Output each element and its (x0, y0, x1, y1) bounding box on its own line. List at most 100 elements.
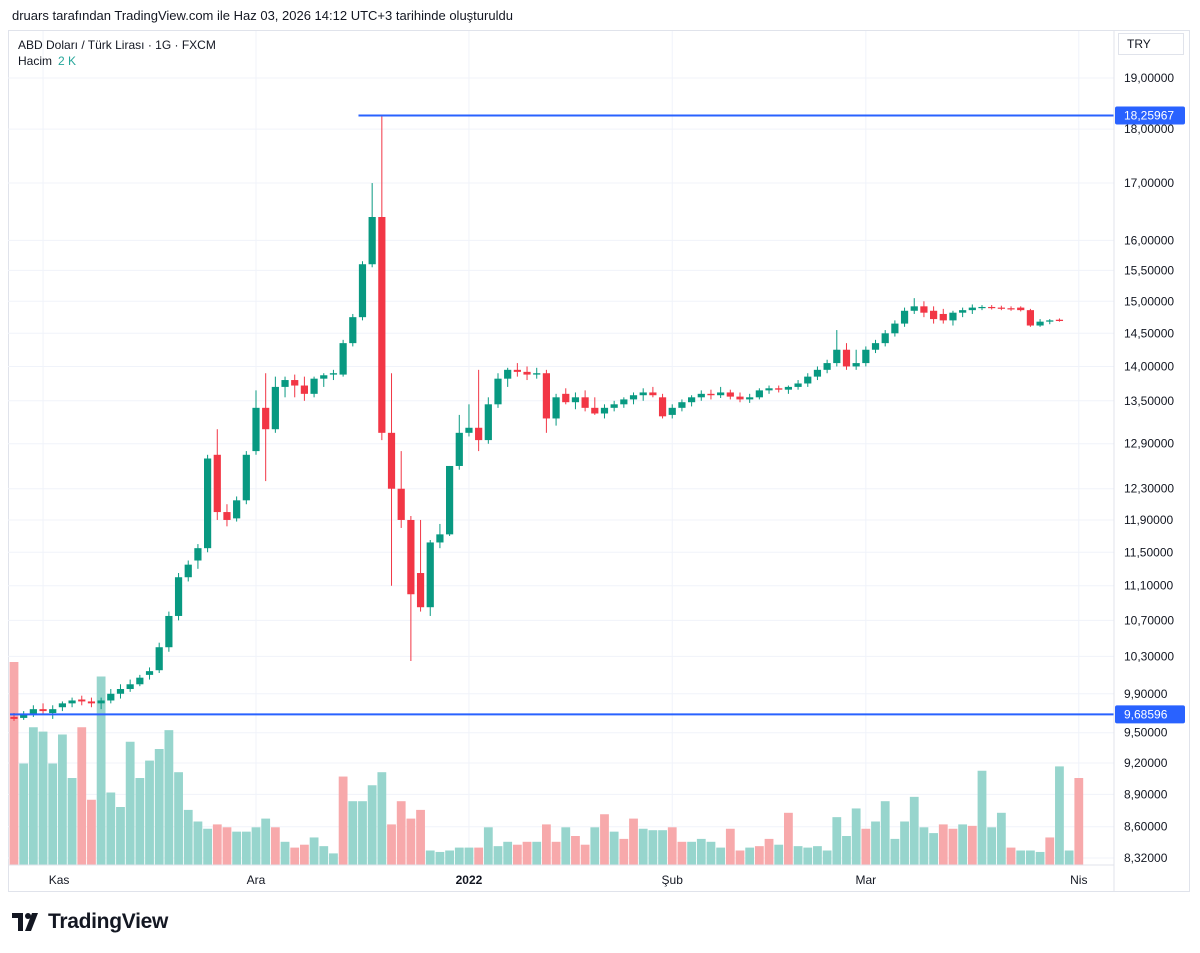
candle-body (281, 380, 289, 387)
volume-bar (813, 846, 822, 865)
candle-body (581, 397, 589, 408)
candle-body (387, 432, 396, 489)
volume-bar (629, 818, 638, 865)
candle-body (600, 407, 609, 414)
candle-body (881, 333, 889, 344)
candle (223, 504, 231, 527)
price-tick-label: 9,50000 (1124, 726, 1168, 740)
candle-body (891, 323, 899, 334)
volume-bar (1064, 850, 1074, 865)
price-tick-label: 14,00000 (1124, 359, 1174, 373)
candle-body (726, 392, 734, 397)
candle (300, 376, 308, 401)
candle-body (533, 373, 541, 375)
candle (804, 373, 812, 387)
candle-body (552, 397, 560, 419)
candle (959, 307, 967, 318)
footer-logo[interactable]: TradingView (12, 910, 168, 934)
candle-body (504, 369, 512, 379)
candle (475, 369, 483, 452)
candle (329, 369, 338, 381)
candle-body (310, 378, 318, 394)
candle (765, 385, 773, 394)
candle (387, 373, 396, 586)
tradingview-logo-icon (12, 913, 38, 931)
volume-bar (832, 817, 842, 865)
volume-bar (774, 844, 784, 865)
volume-bar (1055, 766, 1064, 865)
candle-body (862, 349, 870, 364)
volume-bar (561, 827, 571, 865)
candle-body (223, 512, 231, 520)
candle-body (900, 310, 909, 324)
volume-value: 2 K (58, 54, 77, 68)
candle-body (271, 386, 279, 430)
volume-bar (512, 844, 522, 865)
candle (1046, 319, 1054, 325)
volume-bar (803, 847, 813, 865)
volume-legend[interactable]: Hacim 2 K (18, 53, 216, 69)
volume-bar (638, 828, 648, 865)
volume-bar (193, 821, 203, 865)
volume-bar (929, 833, 938, 865)
candle-body (813, 369, 822, 377)
volume-bar (358, 801, 367, 865)
candle-body (300, 385, 308, 394)
price-tick-label: 17,00000 (1124, 176, 1174, 190)
candle (1007, 306, 1015, 311)
volume-bar (793, 846, 803, 865)
candle-body (155, 647, 163, 671)
candle-body (571, 397, 580, 403)
volume-bar (677, 841, 687, 865)
candle (978, 305, 986, 311)
candle-body (252, 407, 260, 452)
price-tick-label: 11,10000 (1124, 579, 1173, 593)
candle (920, 301, 928, 318)
candle-body (717, 392, 725, 396)
candle (629, 392, 638, 405)
candle (446, 465, 454, 536)
volume-bar (648, 830, 658, 865)
volume-bar (948, 828, 958, 865)
candle (1026, 308, 1034, 327)
grid (8, 31, 1114, 865)
candle (484, 397, 492, 444)
candle (746, 393, 754, 403)
time-tick-label: Kas (49, 873, 70, 887)
volume-bar (464, 847, 474, 865)
candle (939, 308, 947, 324)
candle (184, 560, 192, 582)
volume-bar (609, 831, 619, 865)
candle-body (1026, 310, 1034, 326)
volume-bar (9, 662, 19, 865)
price-line-label: 18,25967 (1115, 106, 1185, 125)
volume-bar (183, 809, 193, 865)
candle (813, 366, 822, 381)
volume-bar (135, 778, 145, 865)
symbol-title[interactable]: ABD Doları / Türk Lirası · 1G · FXCM (18, 38, 216, 52)
candle-body (204, 458, 212, 549)
candle (707, 389, 715, 400)
candle (320, 373, 328, 387)
candle-body (145, 671, 154, 675)
price-tick-label: 10,70000 (1124, 613, 1174, 627)
candle-body (484, 404, 492, 441)
candle-body (184, 564, 192, 578)
volume-bar (174, 772, 183, 865)
candle (542, 369, 550, 433)
volume-bar (474, 847, 484, 865)
volume-bar (106, 792, 116, 865)
price-tick-label: 8,32000 (1124, 851, 1168, 865)
currency-button[interactable]: TRY (1118, 33, 1184, 55)
volume-bar (309, 837, 319, 865)
candle-body (446, 465, 454, 535)
price-tick-label: 16,00000 (1124, 233, 1174, 247)
candle (252, 390, 260, 455)
volume-bar (871, 821, 880, 865)
candle-body (784, 386, 792, 390)
candle-body (1036, 321, 1044, 326)
volume-bar (483, 827, 493, 865)
volume-bar (967, 825, 977, 865)
candle (649, 386, 657, 398)
